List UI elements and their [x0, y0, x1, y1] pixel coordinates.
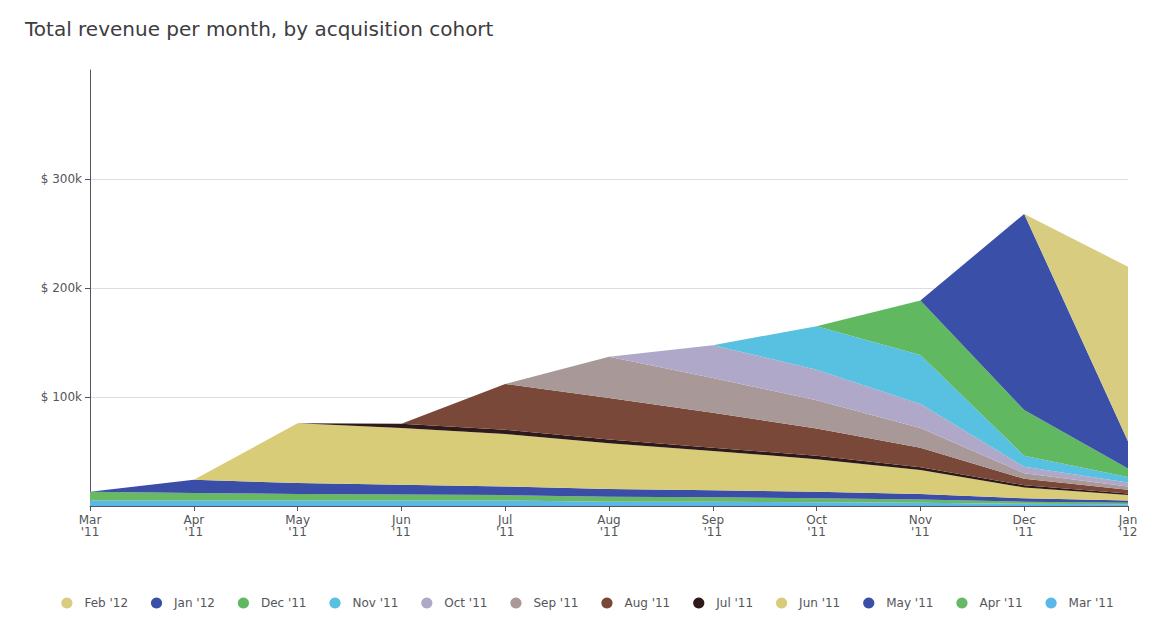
svg-text:Jan '12: Jan '12 — [173, 596, 215, 610]
svg-text:Jul: Jul — [498, 513, 513, 527]
svg-text:Total revenue per month, by ac: Total revenue per month, by acquisition … — [24, 17, 494, 41]
svg-text:Sep: Sep — [701, 513, 725, 527]
svg-text:Dec '11: Dec '11 — [261, 596, 307, 610]
svg-text:Feb '12: Feb '12 — [84, 596, 128, 610]
svg-text:Sep '11: Sep '11 — [533, 596, 578, 610]
svg-text:Nov: Nov — [908, 513, 933, 527]
svg-text:$ 100k: $ 100k — [41, 390, 82, 404]
svg-text:Jan: Jan — [1118, 513, 1138, 527]
svg-text:Aug: Aug — [597, 513, 621, 527]
svg-text:Mar '11: Mar '11 — [1069, 596, 1114, 610]
svg-text:Oct: Oct — [806, 513, 827, 527]
svg-text:'12: '12 — [1119, 525, 1138, 539]
svg-text:May '11: May '11 — [886, 596, 933, 610]
svg-text:Apr: Apr — [183, 513, 205, 527]
svg-text:'11: '11 — [288, 525, 307, 539]
svg-text:Dec: Dec — [1012, 513, 1036, 527]
svg-text:'11: '11 — [392, 525, 411, 539]
svg-text:May: May — [285, 513, 310, 527]
svg-text:$ 300k: $ 300k — [41, 172, 82, 186]
svg-text:'11: '11 — [185, 525, 204, 539]
svg-text:'11: '11 — [600, 525, 619, 539]
svg-text:'11: '11 — [1015, 525, 1034, 539]
svg-text:Jul '11: Jul '11 — [715, 596, 753, 610]
svg-text:$ 200k: $ 200k — [41, 281, 82, 295]
svg-text:Jun: Jun — [392, 513, 411, 527]
svg-text:'11: '11 — [496, 525, 515, 539]
svg-text:'11: '11 — [704, 525, 723, 539]
svg-text:Mar: Mar — [78, 513, 102, 527]
svg-text:'11: '11 — [807, 525, 826, 539]
svg-text:Jun '11: Jun '11 — [798, 596, 840, 610]
svg-text:'11: '11 — [911, 525, 930, 539]
svg-text:Apr '11: Apr '11 — [979, 596, 1022, 610]
svg-text:Aug '11: Aug '11 — [624, 596, 670, 610]
svg-text:Oct '11: Oct '11 — [444, 596, 487, 610]
svg-text:Nov '11: Nov '11 — [353, 596, 399, 610]
svg-text:'11: '11 — [81, 525, 100, 539]
